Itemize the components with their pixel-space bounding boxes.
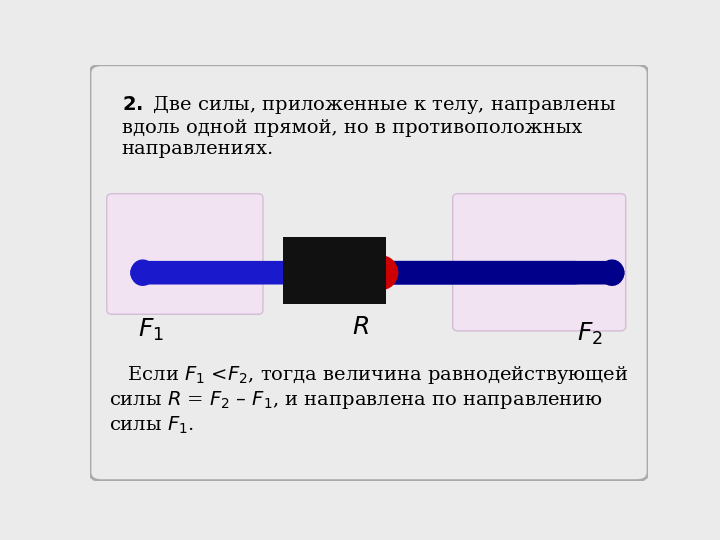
Text: $F_2$: $F_2$ [577,321,603,347]
Text: $F_1$: $F_1$ [138,316,164,342]
FancyBboxPatch shape [453,194,626,331]
Bar [282,238,386,304]
Text: $\bf{2.}$ Две силы, приложенные к телу, направлены
вдоль одной прямой, но в прот: $\bf{2.}$ Две силы, приложенные к телу, … [122,94,616,158]
Text: $R$: $R$ [352,316,369,339]
FancyBboxPatch shape [90,65,648,481]
FancyBboxPatch shape [107,194,263,314]
Text: Если $F_1$ <$F_2$, тогда величина равнодействующей
силы $R$ = $F_2$ – $F_1$, и н: Если $F_1$ <$F_2$, тогда величина равнод… [109,364,629,436]
